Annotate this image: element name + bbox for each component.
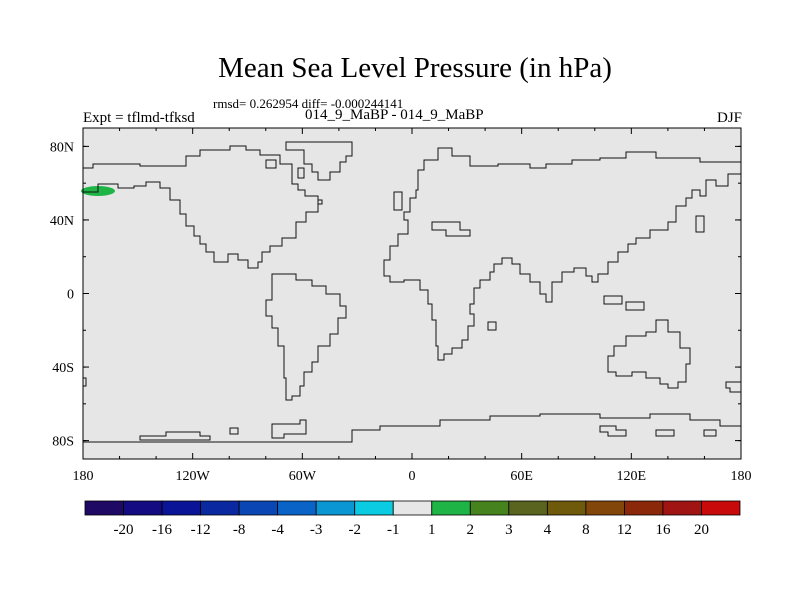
colorbar-label: -1 bbox=[387, 522, 400, 538]
colorbar-swatch bbox=[238, 500, 279, 516]
y-tick-label: 80S bbox=[52, 435, 74, 450]
colorbar-swatch bbox=[431, 500, 471, 516]
x-tick-label: 0 bbox=[409, 469, 416, 484]
coastline-antarctic-shelf-2 bbox=[229, 419, 307, 439]
colorbar-swatch bbox=[200, 500, 240, 516]
x-tick-label: 180 bbox=[731, 469, 752, 484]
coastline-antarctica bbox=[83, 413, 741, 443]
x-tick-label: 120E bbox=[617, 469, 647, 484]
coastline-south-america bbox=[265, 273, 347, 401]
coastline-antarctic-shelf-1 bbox=[139, 431, 211, 441]
season-label: DJF bbox=[716, 110, 742, 126]
coastline-north-america bbox=[83, 145, 323, 269]
colorbar-swatch bbox=[469, 500, 510, 516]
colorbar-swatch bbox=[161, 500, 201, 516]
chart-title: Mean Sea Level Pressure (in hPa) bbox=[218, 52, 612, 84]
y-tick-label: 40S bbox=[52, 361, 74, 376]
colorbar-swatch bbox=[315, 500, 356, 516]
coastline-greenland bbox=[285, 141, 353, 181]
axes: 180 120W 60W 0 60E 120E 180 80N 40N 0 40S 80S bbox=[50, 128, 752, 484]
y-tick-label: 80N bbox=[50, 140, 74, 155]
colorbar-label: 12 bbox=[617, 522, 632, 538]
coastline-indonesia bbox=[603, 295, 645, 311]
period-label: 014_9_MaBP - 014_9_MaBP bbox=[305, 107, 484, 123]
colorbar-label: -20 bbox=[114, 522, 134, 538]
coastline-british-isles bbox=[393, 191, 403, 211]
colorbar-swatch bbox=[624, 500, 664, 516]
x-tick-label: 180 bbox=[73, 469, 94, 484]
colorbar-label: -2 bbox=[348, 522, 361, 538]
colorbar-label: 8 bbox=[582, 522, 590, 538]
colorbar-swatch bbox=[392, 500, 433, 516]
coastline-japan bbox=[695, 215, 705, 233]
colorbar-label: 2 bbox=[467, 522, 475, 538]
map-background bbox=[83, 128, 741, 459]
colorbar-label: 1 bbox=[428, 522, 436, 538]
colorbar-label: -4 bbox=[271, 522, 284, 538]
coastline-canadian-islands bbox=[265, 159, 305, 179]
colorbar-label: 4 bbox=[544, 522, 552, 538]
x-tick-label: 60W bbox=[289, 469, 317, 484]
x-tick-label: 120W bbox=[176, 469, 211, 484]
coastline-black-caspian bbox=[431, 221, 471, 237]
y-tick-label: 40N bbox=[50, 214, 74, 229]
colorbar-label: -12 bbox=[191, 522, 211, 538]
colorbar-swatch bbox=[123, 500, 163, 516]
coastlines bbox=[83, 141, 742, 443]
experiment-label: Expt = tflmd-tfksd bbox=[83, 110, 195, 126]
colorbar-label: 3 bbox=[505, 522, 513, 538]
colorbar-swatch bbox=[662, 500, 702, 516]
coastline-australia bbox=[607, 319, 691, 389]
colorbar-swatch bbox=[546, 500, 587, 516]
coastline-antarctic-shelf-3 bbox=[599, 425, 717, 437]
colorbar-swatch bbox=[354, 500, 394, 516]
colorbar-swatch bbox=[84, 500, 124, 516]
colorbar-swatch bbox=[277, 500, 317, 516]
x-tick-label: 60E bbox=[510, 469, 533, 484]
colorbar-swatch bbox=[585, 500, 625, 516]
colorbar-swatch bbox=[508, 500, 548, 516]
colorbar-swatch bbox=[701, 500, 741, 516]
colorbar: -20 -16 -12 -8 -4 -3 -2 -1 1 2 3 4 8 12 16 20 bbox=[84, 500, 741, 538]
colorbar-label: 16 bbox=[655, 522, 671, 538]
y-tick-label: 0 bbox=[67, 288, 74, 303]
coastline-west-edge-island bbox=[83, 377, 87, 387]
colorbar-label: -3 bbox=[310, 522, 323, 538]
colorbar-label: -16 bbox=[152, 522, 172, 538]
coastline-madagascar bbox=[487, 321, 497, 331]
chart-subtitle: rmsd= 0.262954 diff= -0.000244141 bbox=[213, 96, 404, 111]
colorbar-label: -8 bbox=[233, 522, 246, 538]
colorbar-label: 20 bbox=[694, 522, 709, 538]
